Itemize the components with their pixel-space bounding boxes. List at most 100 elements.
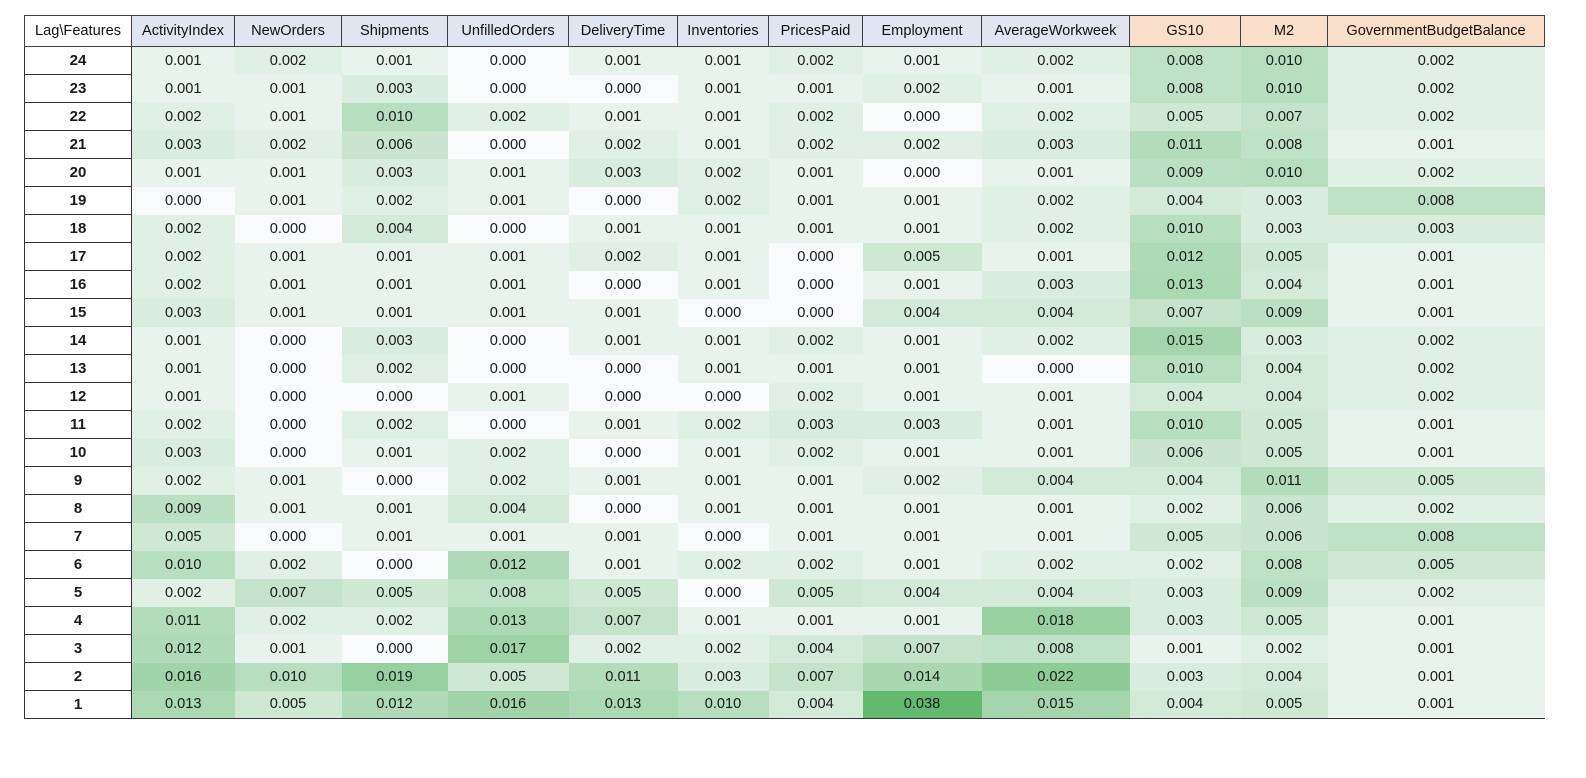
heatmap-cell: 0.001 [982,495,1130,523]
heatmap-cell: 0.002 [678,411,769,439]
heatmap-cell: 0.000 [982,355,1130,383]
heatmap-cell: 0.000 [448,215,569,243]
heatmap-cell: 0.000 [569,439,678,467]
heatmap-cell: 0.002 [1328,327,1545,355]
column-header: GovernmentBudgetBalance [1328,16,1545,47]
table-row: 22 0.002 0.001 0.010 0.002 0.001 0.001 0.002 0.0… [25,103,1545,131]
heatmap-cell: 0.007 [1241,103,1328,131]
heatmap-cell: 0.001 [863,327,982,355]
heatmap-cell: 0.002 [1328,47,1545,75]
header-row: Lag\Features ActivityIndex NewOrders Shipme… [25,16,1545,47]
table-row: 1 0.013 0.005 0.012 0.016 0.013 0.010 0.004 0.03… [25,691,1545,719]
heatmap-cell: 0.002 [982,327,1130,355]
heatmap-cell: 0.016 [132,663,235,691]
heatmap-cell: 0.005 [1328,551,1545,579]
heatmap-cell: 0.001 [235,299,342,327]
heatmap-cell: 0.000 [342,383,448,411]
heatmap-cell: 0.001 [1328,691,1545,719]
heatmap-cell: 0.005 [1241,411,1328,439]
heatmap-cell: 0.004 [1241,383,1328,411]
heatmap-cell: 0.001 [448,383,569,411]
heatmap-cell: 0.001 [132,383,235,411]
heatmap-cell: 0.001 [448,299,569,327]
heatmap-cell: 0.007 [1130,299,1241,327]
heatmap-cell: 0.010 [235,663,342,691]
heatmap-cell: 0.001 [132,75,235,103]
heatmap-cell: 0.016 [448,691,569,719]
heatmap-cell: 0.002 [342,355,448,383]
table-row: 23 0.001 0.001 0.003 0.000 0.000 0.001 0.001 0.0… [25,75,1545,103]
heatmap-cell: 0.000 [235,215,342,243]
heatmap-cell: 0.004 [1241,663,1328,691]
heatmap-cell: 0.008 [1328,523,1545,551]
heatmap-cell: 0.005 [342,579,448,607]
heatmap-cell: 0.002 [982,103,1130,131]
heatmap-cell: 0.009 [1241,299,1328,327]
heatmap-cell: 0.001 [863,187,982,215]
row-label: 19 [25,187,132,215]
heatmap-cell: 0.000 [678,383,769,411]
row-label: 3 [25,635,132,663]
heatmap-cell: 0.002 [342,411,448,439]
heatmap-cell: 0.001 [235,103,342,131]
heatmap-cell: 0.001 [1328,607,1545,635]
heatmap-cell: 0.001 [569,551,678,579]
heatmap-cell: 0.007 [235,579,342,607]
heatmap-cell: 0.001 [235,271,342,299]
heatmap-cell: 0.003 [342,327,448,355]
heatmap-cell: 0.002 [132,411,235,439]
heatmap-cell: 0.002 [569,131,678,159]
heatmap-cell: 0.019 [342,663,448,691]
heatmap-cell: 0.004 [982,467,1130,495]
heatmap-cell: 0.001 [863,355,982,383]
heatmap-cell: 0.002 [678,159,769,187]
heatmap-cell: 0.000 [569,271,678,299]
heatmap-cell: 0.005 [1328,467,1545,495]
row-label: 13 [25,355,132,383]
heatmap-cell: 0.003 [982,131,1130,159]
heatmap-cell: 0.001 [982,383,1130,411]
column-header: M2 [1241,16,1328,47]
heatmap-cell: 0.006 [1241,495,1328,523]
heatmap-cell: 0.000 [235,523,342,551]
heatmap-cell: 0.001 [769,495,863,523]
column-header: AverageWorkweek [982,16,1130,47]
heatmap-cell: 0.002 [235,551,342,579]
heatmap-cell: 0.014 [863,663,982,691]
heatmap-cell: 0.001 [569,215,678,243]
heatmap-cell: 0.000 [448,47,569,75]
heatmap-cell: 0.001 [235,495,342,523]
heatmap-cell: 0.001 [342,495,448,523]
heatmap-cell: 0.001 [1130,635,1241,663]
heatmap-cell: 0.001 [235,467,342,495]
heatmap-cell: 0.007 [863,635,982,663]
heatmap-cell: 0.013 [1130,271,1241,299]
heatmap-cell: 0.001 [863,215,982,243]
heatmap-cell: 0.006 [1241,523,1328,551]
row-label: 6 [25,551,132,579]
heatmap-cell: 0.001 [235,243,342,271]
heatmap-cell: 0.003 [1241,215,1328,243]
heatmap-cell: 0.003 [342,75,448,103]
heatmap-cell: 0.001 [1328,411,1545,439]
heatmap-cell: 0.013 [448,607,569,635]
heatmap-cell: 0.012 [1130,243,1241,271]
heatmap-cell: 0.004 [982,579,1130,607]
heatmap-cell: 0.001 [769,75,863,103]
table-row: 4 0.011 0.002 0.002 0.013 0.007 0.001 0.001 0.00… [25,607,1545,635]
heatmap-cell: 0.000 [569,383,678,411]
heatmap-cell: 0.001 [678,103,769,131]
heatmap-cell: 0.002 [769,131,863,159]
row-label: 7 [25,523,132,551]
row-label: 24 [25,47,132,75]
heatmap-cell: 0.000 [132,187,235,215]
heatmap-cell: 0.001 [132,355,235,383]
heatmap-cell: 0.010 [1130,355,1241,383]
heatmap-cell: 0.003 [132,299,235,327]
heatmap-cell: 0.001 [863,607,982,635]
table-row: 13 0.001 0.000 0.002 0.000 0.000 0.001 0.001 0.0… [25,355,1545,383]
heatmap-cell: 0.002 [235,607,342,635]
heatmap-cell: 0.002 [132,467,235,495]
row-label: 23 [25,75,132,103]
heatmap-cell: 0.007 [769,663,863,691]
